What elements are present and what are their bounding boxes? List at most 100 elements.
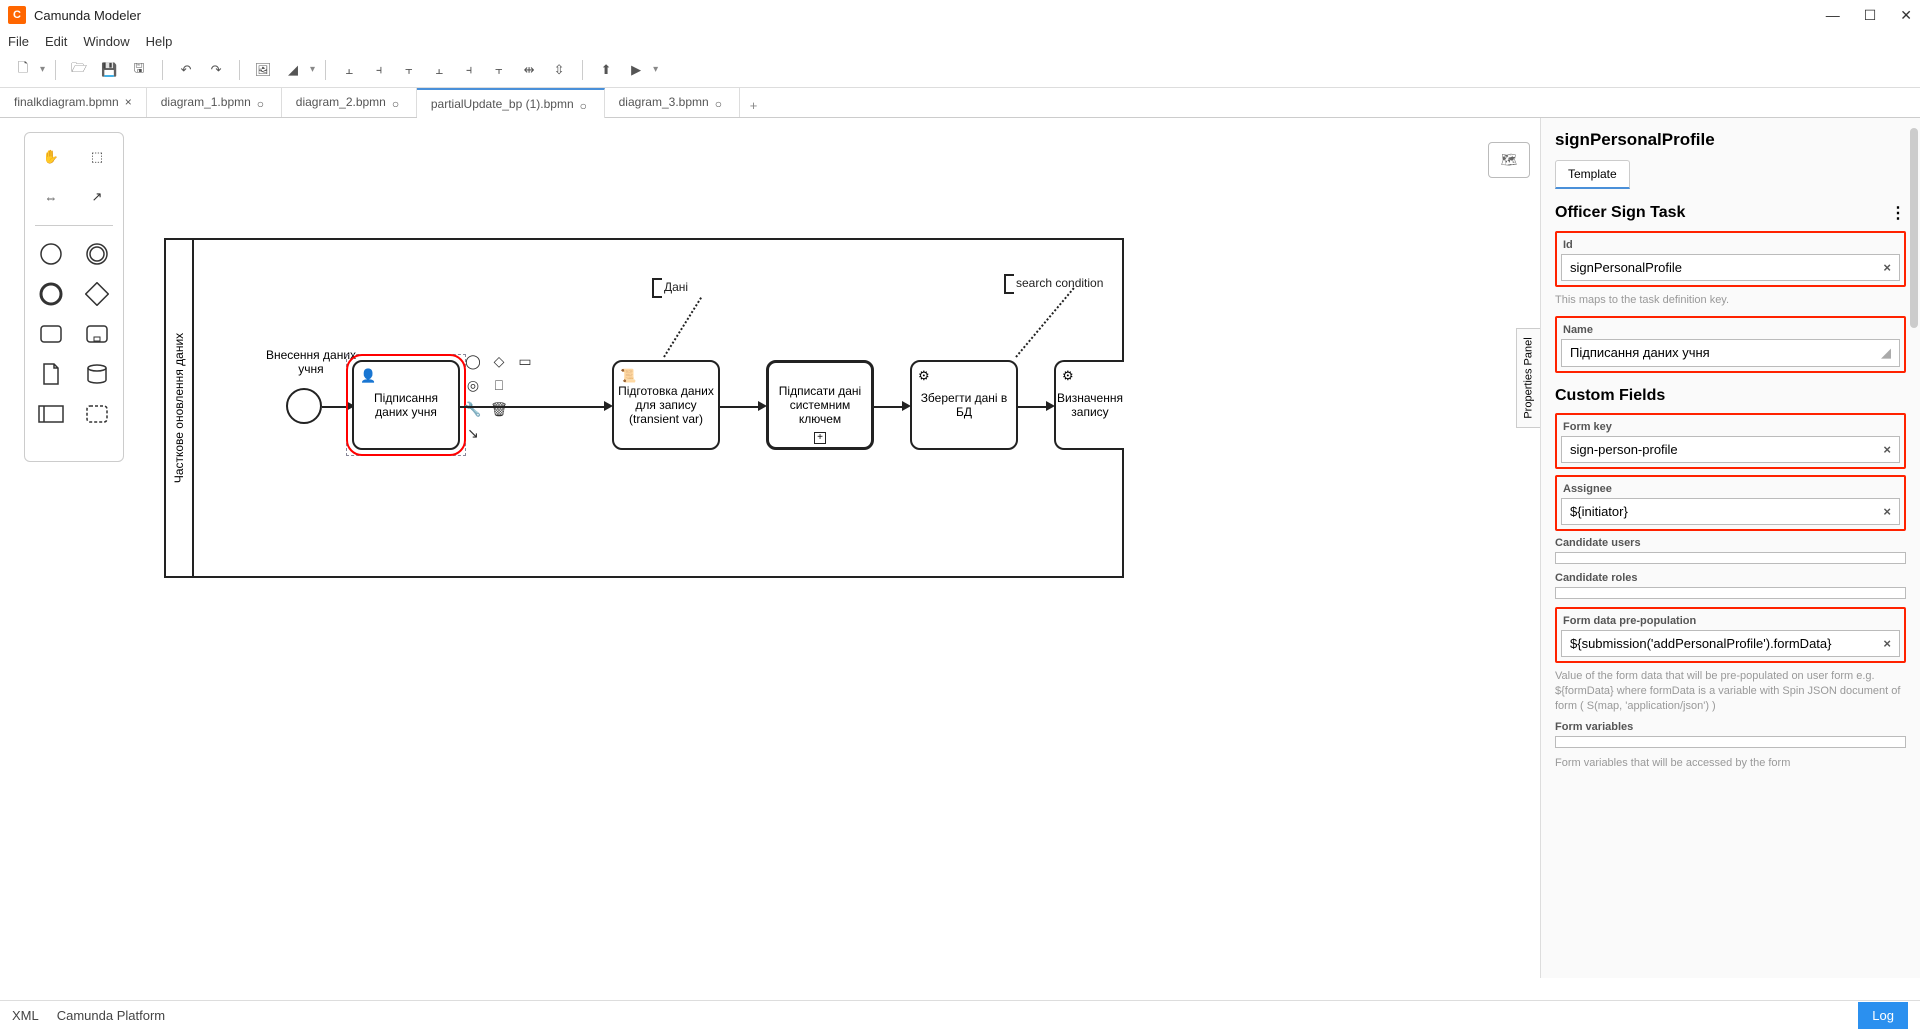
status-xml[interactable]: XML: [12, 1008, 39, 1023]
tab-dirty-icon: ○: [580, 99, 590, 109]
new-file-icon[interactable]: 🗋: [10, 57, 36, 83]
ctx-end-event-icon[interactable]: ◯: [464, 352, 482, 370]
panel-tab-template[interactable]: Template: [1555, 160, 1630, 189]
subprocess-marker-icon: +: [814, 432, 826, 444]
tab-item[interactable]: diagram_1.bpmn○: [147, 87, 282, 117]
menu-edit[interactable]: Edit: [45, 34, 67, 49]
task-define-record[interactable]: ⚙ Визначення запису: [1054, 360, 1124, 450]
task-save-db[interactable]: ⚙ Зберегти дані в БД: [910, 360, 1018, 450]
deploy-icon[interactable]: ⬆: [593, 57, 619, 83]
ctx-wrench-icon[interactable]: 🔧: [464, 400, 482, 418]
tab-close-icon[interactable]: ×: [125, 95, 132, 109]
menu-help[interactable]: Help: [146, 34, 173, 49]
formvars-input[interactable]: [1555, 736, 1906, 748]
lasso-tool-icon[interactable]: ⬚: [83, 143, 111, 171]
prepop-input[interactable]: ${submission('addPersonalProfile').formD…: [1561, 630, 1900, 657]
ctx-annotation-icon[interactable]: ⎕: [490, 376, 508, 394]
task-sign-system-key[interactable]: Підписати дані системним ключем +: [766, 360, 874, 450]
tab-bar: finalkdiagram.bpmn× diagram_1.bpmn○ diag…: [0, 88, 1920, 118]
space-tool-icon[interactable]: ⇔: [37, 183, 65, 211]
close-icon[interactable]: ✕: [1900, 7, 1912, 24]
candidate-users-input[interactable]: [1555, 552, 1906, 564]
task-icon[interactable]: [37, 320, 65, 348]
clear-icon[interactable]: ×: [1883, 442, 1891, 457]
minimize-icon[interactable]: —: [1826, 7, 1840, 24]
undo-icon[interactable]: ↶: [173, 57, 199, 83]
end-event-icon[interactable]: [37, 280, 65, 308]
menu-file[interactable]: File: [8, 34, 29, 49]
formvars-label: Form variables: [1555, 721, 1906, 733]
panel-title: signPersonalProfile: [1555, 130, 1906, 150]
formkey-input[interactable]: sign-person-profile ×: [1561, 436, 1900, 463]
pool-icon[interactable]: [37, 400, 65, 428]
ctx-gateway-icon[interactable]: ◇: [490, 352, 508, 370]
properties-panel-toggle[interactable]: Properties Panel: [1516, 328, 1540, 428]
prepop-label: Form data pre-population: [1557, 615, 1904, 627]
align-bottom-icon[interactable]: ⫟: [486, 57, 512, 83]
menu-window[interactable]: Window: [83, 34, 129, 49]
save-icon[interactable]: 💾: [96, 57, 122, 83]
ctx-delete-icon[interactable]: 🗑: [490, 400, 508, 418]
status-bar: XML Camunda Platform Log: [0, 1000, 1920, 1030]
name-input[interactable]: Підписання даних учня ◢: [1561, 339, 1900, 367]
hand-tool-icon[interactable]: ✋: [37, 143, 65, 171]
tab-dirty-icon: ○: [715, 97, 725, 107]
clear-icon[interactable]: ×: [1883, 260, 1891, 275]
task-sign-data[interactable]: 👤 Підписання даних учня: [352, 360, 460, 450]
lane-header[interactable]: Часткове оновлення даних: [166, 240, 194, 576]
color-icon[interactable]: ◢: [280, 57, 306, 83]
text-annotation[interactable]: search condition: [1016, 276, 1103, 290]
distribute-h-icon[interactable]: ⇹: [516, 57, 542, 83]
tab-dirty-icon: ○: [257, 97, 267, 107]
tab-item[interactable]: finalkdiagram.bpmn×: [0, 87, 147, 117]
subprocess-icon[interactable]: [83, 320, 111, 348]
ctx-intermediate-icon[interactable]: ◎: [464, 376, 482, 394]
ctx-connect-icon[interactable]: ↘: [464, 424, 482, 442]
image-icon[interactable]: 🖼: [250, 57, 276, 83]
scrollbar[interactable]: [1910, 128, 1918, 328]
resize-icon[interactable]: ◢: [1881, 345, 1891, 361]
group-icon[interactable]: [83, 400, 111, 428]
start-event-icon[interactable]: [37, 240, 65, 268]
data-store-icon[interactable]: [83, 360, 111, 388]
section-officer-sign-task: Officer Sign Task ⋮: [1555, 203, 1906, 223]
clear-icon[interactable]: ×: [1883, 636, 1891, 651]
task-prepare-data[interactable]: 📜 Підготовка даних для запису (transient…: [612, 360, 720, 450]
connect-tool-icon[interactable]: ↗: [83, 183, 111, 211]
align-center-v-icon[interactable]: ⫞: [456, 57, 482, 83]
start-event[interactable]: [286, 388, 322, 424]
candidate-users-label: Candidate users: [1555, 537, 1906, 549]
redo-icon[interactable]: ↷: [203, 57, 229, 83]
element-palette: ✋ ⬚ ⇔ ↗: [24, 132, 124, 462]
menu-dots-icon[interactable]: ⋮: [1890, 203, 1906, 223]
data-object-icon[interactable]: [37, 360, 65, 388]
clear-icon[interactable]: ×: [1883, 504, 1891, 519]
status-platform[interactable]: Camunda Platform: [57, 1008, 165, 1023]
align-top-icon[interactable]: ⫠: [426, 57, 452, 83]
distribute-v-icon[interactable]: ⇳: [546, 57, 572, 83]
align-left-icon[interactable]: ⫠: [336, 57, 362, 83]
canvas[interactable]: 🗺 Properties Panel Часткове оновлення да…: [124, 128, 1540, 978]
run-icon[interactable]: ▶: [623, 57, 649, 83]
open-icon[interactable]: 🗁: [66, 57, 92, 83]
service-task-icon: ⚙: [918, 368, 930, 384]
tab-add-button[interactable]: +: [740, 94, 768, 117]
ctx-task-icon[interactable]: ▭: [516, 352, 534, 370]
align-right-icon[interactable]: ⫟: [396, 57, 422, 83]
assignee-input[interactable]: ${initiator} ×: [1561, 498, 1900, 525]
tab-item-active[interactable]: partialUpdate_bp (1).bpmn○: [417, 88, 605, 118]
candidate-roles-input[interactable]: [1555, 587, 1906, 599]
id-input[interactable]: signPersonalProfile ×: [1561, 254, 1900, 281]
intermediate-event-icon[interactable]: [83, 240, 111, 268]
save-all-icon[interactable]: 🖫: [126, 57, 152, 83]
gateway-icon[interactable]: [83, 280, 111, 308]
tab-item[interactable]: diagram_2.bpmn○: [282, 87, 417, 117]
maximize-icon[interactable]: ☐: [1864, 7, 1877, 24]
assignee-label: Assignee: [1557, 483, 1904, 495]
text-annotation[interactable]: Дані: [664, 280, 688, 294]
user-task-icon: 👤: [360, 368, 376, 384]
log-button[interactable]: Log: [1858, 1002, 1908, 1029]
minimap-button[interactable]: 🗺: [1488, 142, 1530, 178]
align-center-h-icon[interactable]: ⫞: [366, 57, 392, 83]
tab-item[interactable]: diagram_3.bpmn○: [605, 87, 740, 117]
